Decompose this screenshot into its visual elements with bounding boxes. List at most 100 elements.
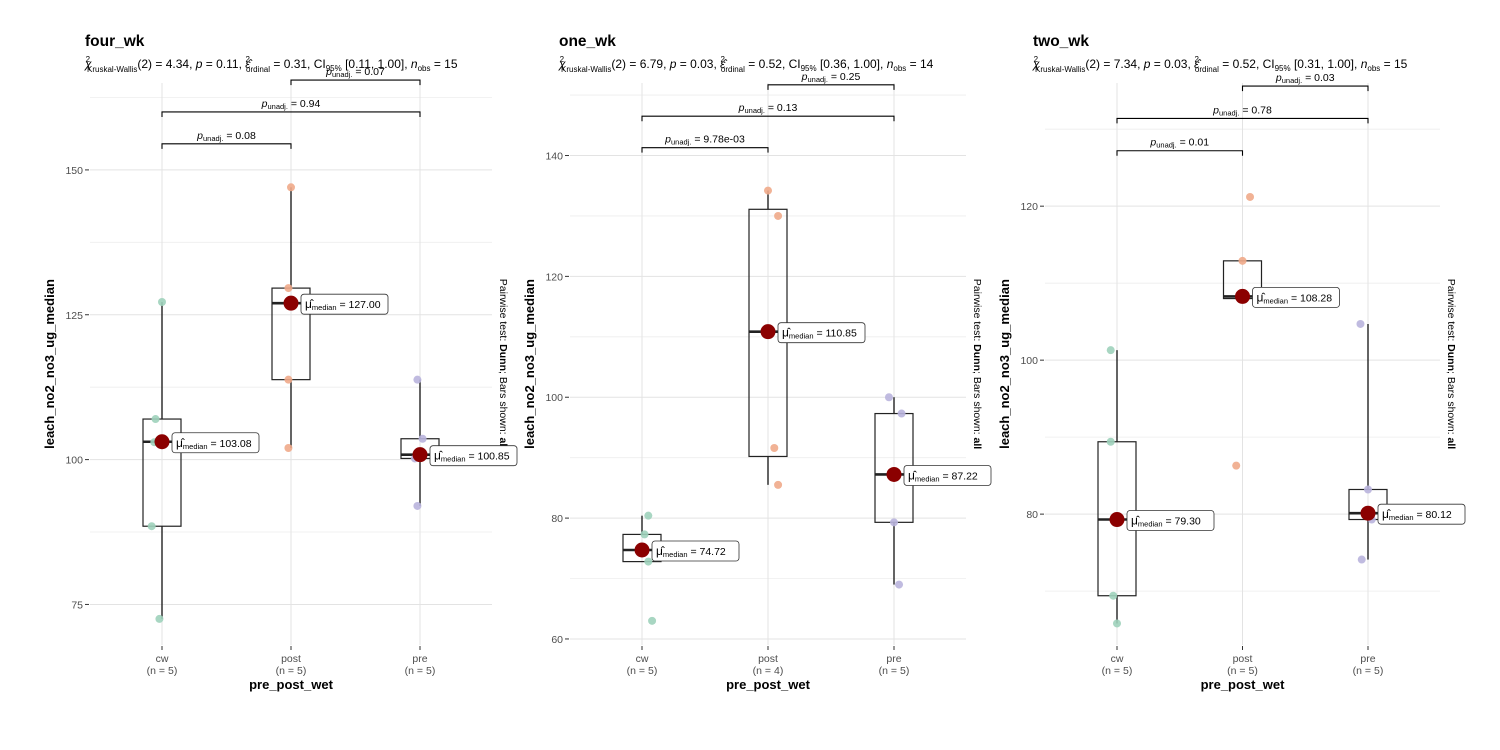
median-label-text: μ̂median = 110.85 [782,326,857,341]
data-point-post [764,186,772,195]
median-label-box [777,322,866,344]
median-label-box [300,293,389,315]
y-tick-label: 100 [545,392,563,404]
group-n-label: (n = 5) [276,665,307,677]
data-point-post [284,375,293,384]
box-iqr [142,418,182,527]
y-tick-label: 125 [65,310,83,322]
median-label-post: μ̂median = 110.85 [777,322,866,344]
bracket-p-label: punadj. = 0.07 [325,66,385,79]
data-point-pre [895,580,904,589]
data-point-post [1238,256,1247,265]
data-point-pre [418,434,427,443]
median-marker [1360,505,1376,521]
data-point-post [284,284,293,293]
median-label-box [429,445,518,467]
median-label-post: μ̂median = 127.00 [300,293,389,315]
x-tick-label: cw [1111,653,1124,665]
significance-bracket: punadj. = 0.03 [1241,72,1369,92]
significance-bracket: punadj. = 0.94 [161,98,421,117]
bracket-p-label: punadj. = 0.25 [801,71,861,84]
median-label-box [1126,510,1215,531]
median-marker [154,434,170,450]
group-n-label: (n = 5) [405,665,436,677]
median-marker [1109,512,1125,528]
data-point-pre [1357,555,1366,564]
bracket-line [290,79,421,86]
median-label-box [651,540,740,562]
grid [570,83,966,645]
data-point-cw [1113,619,1121,628]
significance-bracket: punadj. = 0.13 [641,102,895,122]
group-n-label: (n = 5) [1102,665,1133,677]
median-label-text: μ̂median = 80.12 [1382,507,1452,522]
group-n-label: (n = 5) [1227,665,1258,677]
x-tick-label: post [1233,653,1253,665]
significance-bracket: punadj. = 0.25 [767,71,895,90]
x-tick-label: post [758,653,778,665]
x-tick-label: pre [412,653,427,665]
y-tick-label: 120 [1020,201,1038,213]
bracket-line [161,111,421,117]
y-axis-title: leach_no2_no3_ug_median [997,279,1012,449]
bracket-p-label: punadj. = 0.13 [738,102,798,115]
median-label-text: μ̂median = 103.08 [176,436,252,451]
y-tick-label: 80 [551,513,563,525]
y-tick-label: 120 [545,271,563,283]
bracket-line [161,143,292,149]
y-tick-label: 150 [65,165,83,177]
median-marker [412,447,428,463]
data-point-post [770,443,779,452]
data-point-cw [644,557,653,566]
x-tick-label: pre [886,653,901,665]
data-point-cw [147,522,156,531]
bracket-line [1116,150,1244,156]
group-n-label: (n = 5) [627,665,658,677]
panel-title: four_wk [85,33,145,50]
x-tick-label: cw [636,653,649,665]
significance-bracket: punadj. = 0.01 [1116,137,1244,156]
bracket-line [641,115,895,122]
median-marker [283,295,299,311]
median-label-pre: μ̂median = 87.22 [903,465,992,486]
data-point-post [1246,192,1255,201]
data-point-pre [413,501,422,510]
data-point-cw [1109,591,1118,600]
data-point-pre [1356,319,1365,328]
pairwise-test-caption: Pairwise test: Dunn; Bars shown: all [1445,279,1457,449]
median-label-box [171,432,260,454]
x-axis-title: pre_post_wet [1201,677,1285,692]
median-label-text: μ̂median = 87.22 [908,468,978,483]
y-tick-label: 100 [65,455,83,467]
group-n-label: (n = 4) [753,665,784,677]
x-axis-title: pre_post_wet [249,677,333,692]
group-n-label: (n = 5) [879,665,910,677]
group-n-label: (n = 5) [147,665,178,677]
median-label-cw: μ̂median = 74.72 [651,540,740,562]
significance-bracket: punadj. = 9.78e-03 [641,134,769,153]
bracket-p-label: punadj. = 9.78e-03 [664,134,745,147]
data-point-cw [648,616,657,625]
x-tick-label: pre [1360,653,1375,665]
median-label-text: μ̂median = 108.28 [1257,290,1333,305]
median-label-pre: μ̂median = 80.12 [1377,503,1466,525]
median-label-post: μ̂median = 108.28 [1252,287,1340,308]
stats-subtitle: χ2 Kruskal-Wallis(2) = 6.79, p = 0.03, ε̂… [558,55,934,74]
data-point-pre [884,393,893,402]
x-tick-label: cw [156,653,169,665]
pairwise-test-caption: Pairwise test: Dunn; Bars shown: all [497,279,509,449]
median-label-text: μ̂median = 79.30 [1131,514,1201,529]
data-point-cw [1106,346,1115,355]
x-axis-title: pre_post_wet [726,677,810,692]
y-tick-label: 80 [1026,509,1038,521]
y-tick-label: 100 [1020,355,1038,367]
significance-bracket: punadj. = 0.08 [161,130,292,149]
data-point-pre [1364,485,1372,494]
panel-title: one_wk [559,33,616,50]
median-marker [886,466,902,482]
data-point-post [284,444,293,453]
bracket-p-label: punadj. = 0.08 [196,130,256,143]
panel-title: two_wk [1033,33,1089,50]
